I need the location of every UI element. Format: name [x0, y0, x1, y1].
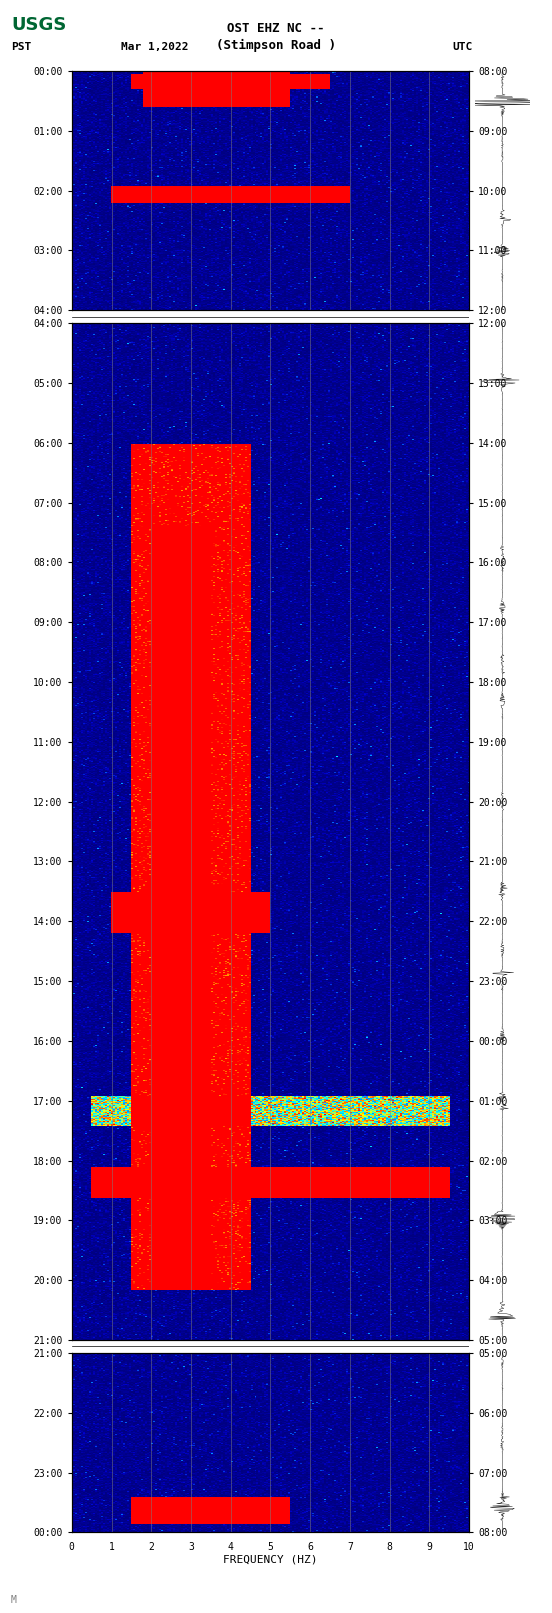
Text: UTC: UTC: [453, 42, 473, 52]
Text: M: M: [11, 1595, 17, 1605]
Text: USGS: USGS: [11, 16, 66, 34]
Text: Mar 1,2022: Mar 1,2022: [121, 42, 189, 52]
Text: PST: PST: [11, 42, 31, 52]
Text: OST EHZ NC --: OST EHZ NC --: [227, 23, 325, 35]
Text: (Stimpson Road ): (Stimpson Road ): [216, 39, 336, 52]
X-axis label: FREQUENCY (HZ): FREQUENCY (HZ): [223, 1555, 318, 1565]
